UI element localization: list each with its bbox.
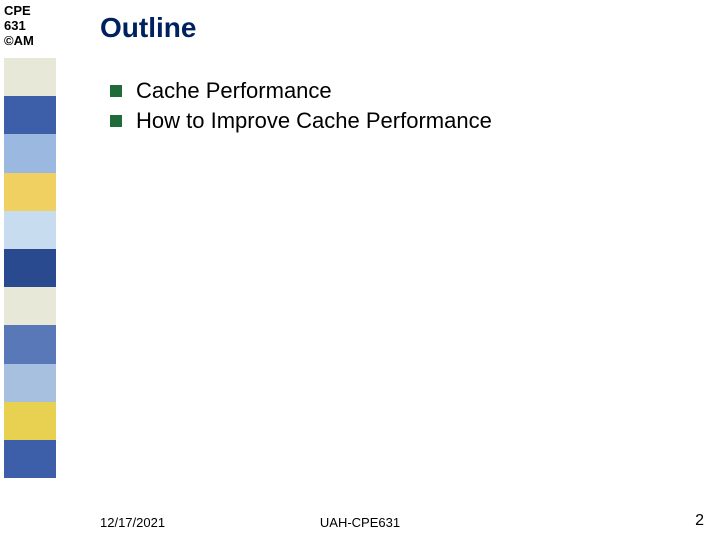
bullet-list: Cache Performance How to Improve Cache Pe… [110, 78, 492, 138]
bullet-text: How to Improve Cache Performance [136, 108, 492, 134]
sidebar-block [4, 173, 56, 211]
logo-line-1: CPE [4, 4, 42, 19]
decorative-sidebar [4, 58, 56, 478]
sidebar-block [4, 249, 56, 287]
bullet-icon [110, 85, 122, 97]
bullet-icon [110, 115, 122, 127]
sidebar-block [4, 211, 56, 249]
bullet-item: How to Improve Cache Performance [110, 108, 492, 134]
footer-page-number: 2 [695, 512, 704, 530]
sidebar-block [4, 134, 56, 172]
sidebar-block [4, 364, 56, 402]
logo-line-3: ©AM [4, 34, 42, 49]
bullet-text: Cache Performance [136, 78, 332, 104]
course-logo: CPE 631 ©AM [2, 2, 44, 56]
bullet-item: Cache Performance [110, 78, 492, 104]
sidebar-block [4, 287, 56, 325]
footer-center: UAH-CPE631 [0, 515, 720, 530]
sidebar-block [4, 96, 56, 134]
logo-line-2: 631 [4, 19, 42, 34]
sidebar-block [4, 402, 56, 440]
sidebar-block [4, 325, 56, 363]
sidebar-block [4, 58, 56, 96]
sidebar-block [4, 440, 56, 478]
slide-title: Outline [100, 12, 196, 44]
